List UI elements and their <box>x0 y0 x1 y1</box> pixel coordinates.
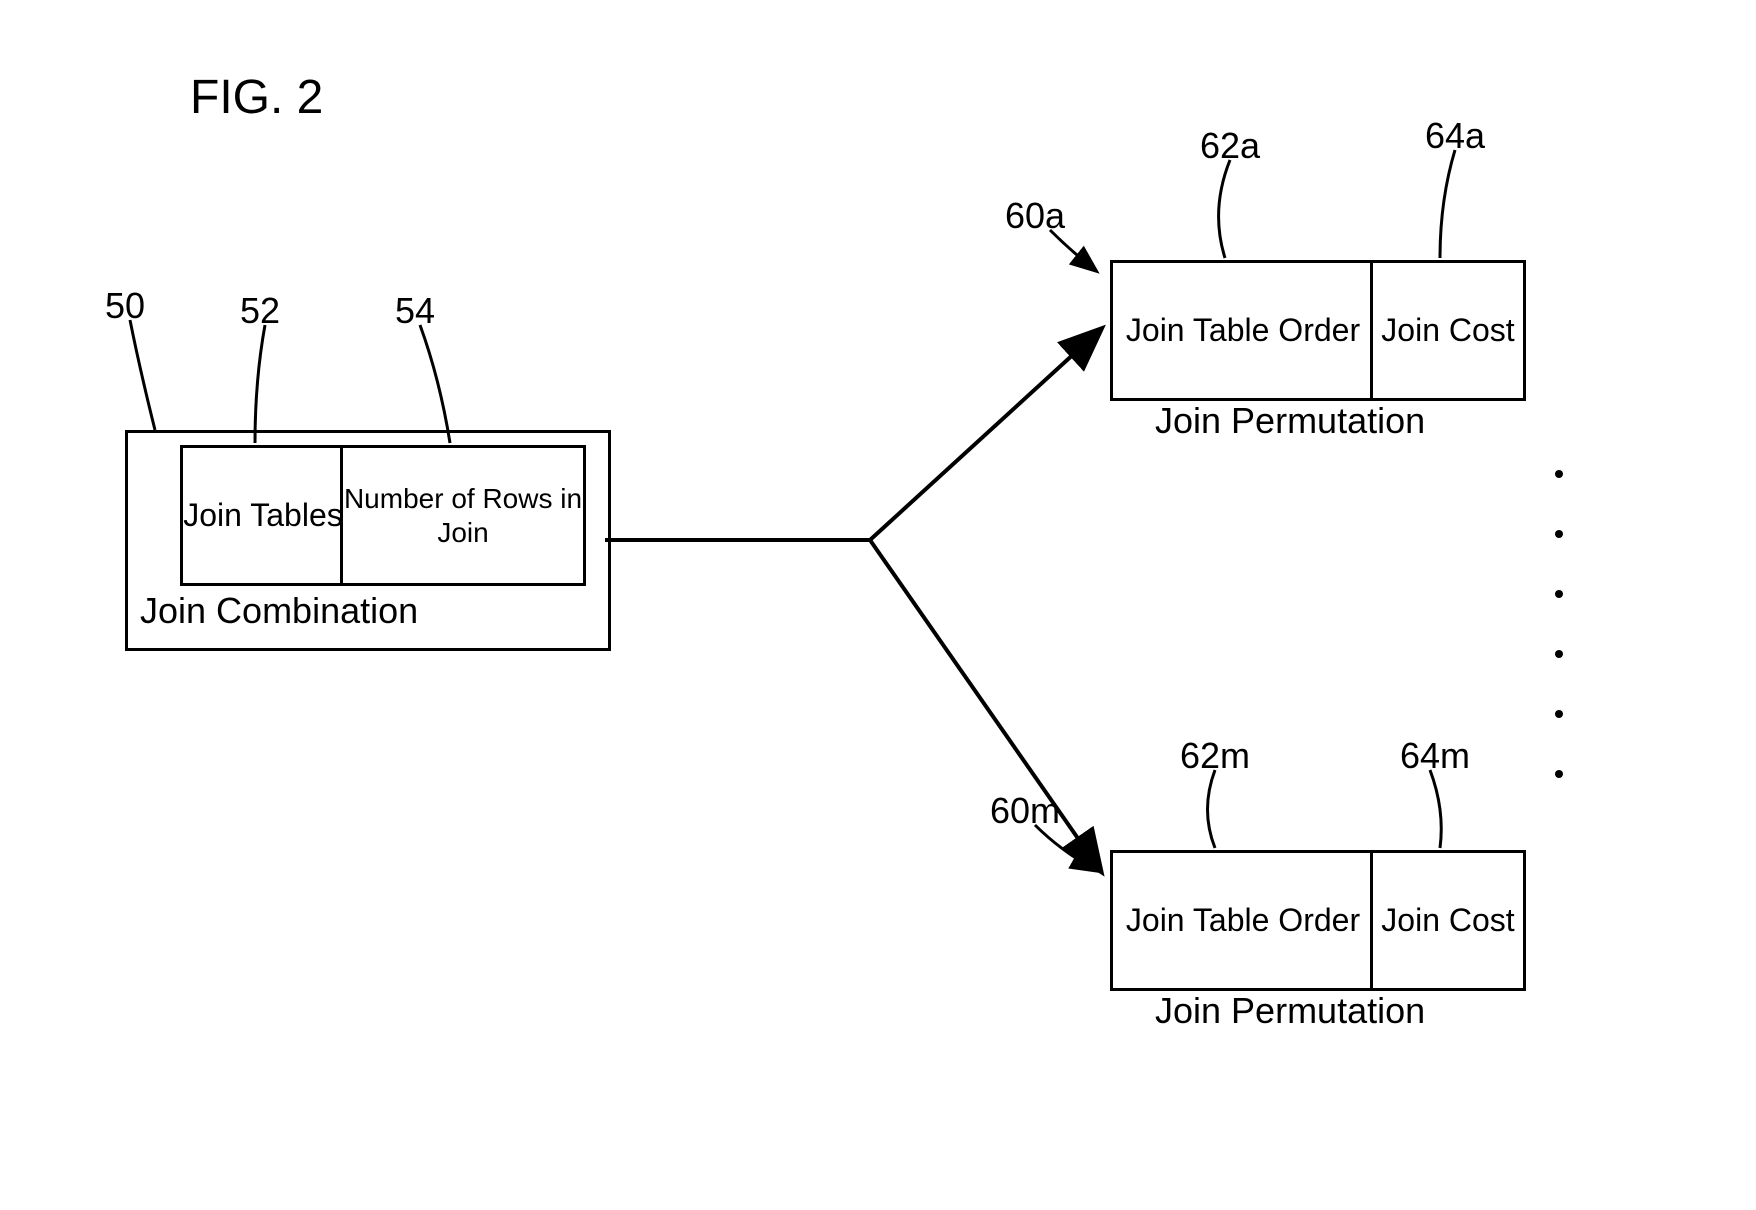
ref-64a: 64a <box>1425 115 1485 157</box>
perm-m-cost-text: Join Cost <box>1381 901 1514 939</box>
perm-a-order-cell: Join Table Order <box>1110 260 1376 401</box>
ref-62a: 62a <box>1200 125 1260 167</box>
join-combination-label: Join Combination <box>140 590 418 632</box>
join-tables-cell: Join Tables <box>180 445 346 586</box>
number-rows-text: Number of Rows in Join <box>343 482 583 549</box>
perm-a-order-text: Join Table Order <box>1126 311 1360 349</box>
ellipsis-dot <box>1555 590 1563 598</box>
perm-a-cost-text: Join Cost <box>1381 311 1514 349</box>
ellipsis-dot <box>1555 470 1563 478</box>
perm-a-label: Join Permutation <box>1155 400 1425 442</box>
ellipsis-dot <box>1555 710 1563 718</box>
ref-50: 50 <box>105 285 145 327</box>
figure-title: FIG. 2 <box>190 70 323 125</box>
perm-a-label-text: Join Permutation <box>1155 400 1425 441</box>
ellipsis-dot <box>1555 650 1563 658</box>
perm-m-order-text: Join Table Order <box>1126 901 1360 939</box>
ref-54: 54 <box>395 290 435 332</box>
ref-62m: 62m <box>1180 735 1250 777</box>
number-rows-cell: Number of Rows in Join <box>340 445 586 586</box>
diagram-container: FIG. 2 Join Tables Number of Rows in Joi… <box>0 0 1756 1210</box>
perm-m-label-text: Join Permutation <box>1155 990 1425 1031</box>
perm-m-cost-cell: Join Cost <box>1370 850 1526 991</box>
ellipsis-dot <box>1555 770 1563 778</box>
join-tables-text: Join Tables <box>183 496 343 534</box>
ref-60a: 60a <box>1005 195 1065 237</box>
ref-52: 52 <box>240 290 280 332</box>
perm-m-label: Join Permutation <box>1155 990 1425 1032</box>
join-combination-label-text: Join Combination <box>140 590 418 631</box>
ellipsis-dot <box>1555 530 1563 538</box>
figure-title-text: FIG. 2 <box>190 71 323 124</box>
perm-a-cost-cell: Join Cost <box>1370 260 1526 401</box>
perm-m-order-cell: Join Table Order <box>1110 850 1376 991</box>
ref-60m: 60m <box>990 790 1060 832</box>
ref-64m: 64m <box>1400 735 1470 777</box>
